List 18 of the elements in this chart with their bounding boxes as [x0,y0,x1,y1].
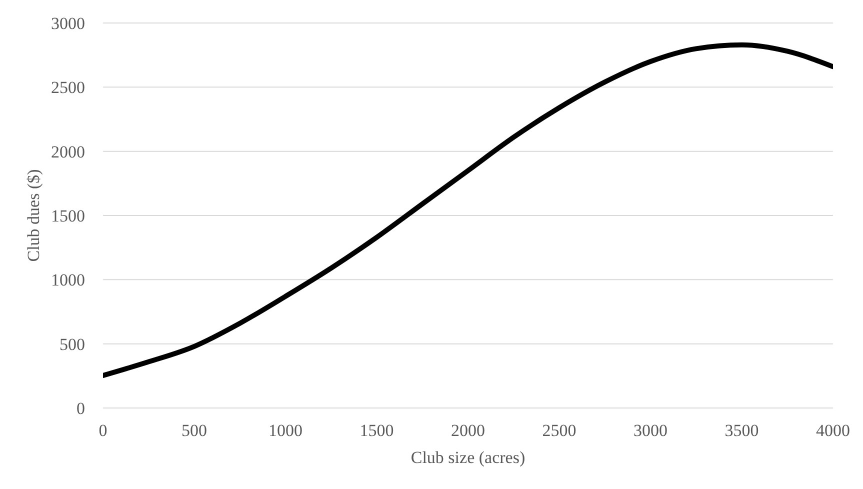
y-tick-label: 0 [76,399,85,418]
y-tick-label: 500 [60,334,85,354]
x-tick-label: 4000 [816,421,850,440]
x-tick-label: 3000 [634,421,668,440]
x-tick-label: 1000 [268,421,302,440]
x-tick-label: 500 [182,421,207,440]
y-tick-label: 1500 [51,206,85,226]
x-tick-label: 2500 [542,421,576,440]
y-axis-title: Club dues ($) [24,169,44,262]
y-tick-label: 2000 [51,142,85,162]
y-tick-label: 3000 [51,14,85,34]
x-tick-label: 0 [98,421,108,440]
x-tick-label: 1500 [360,421,394,440]
x-axis-title: Club size (acres) [410,448,526,467]
x-tick-label: 2000 [451,421,485,440]
x-tick-label: 3500 [724,421,759,440]
y-tick-label: 1000 [51,270,85,290]
y-tick-label: 2500 [51,78,85,98]
